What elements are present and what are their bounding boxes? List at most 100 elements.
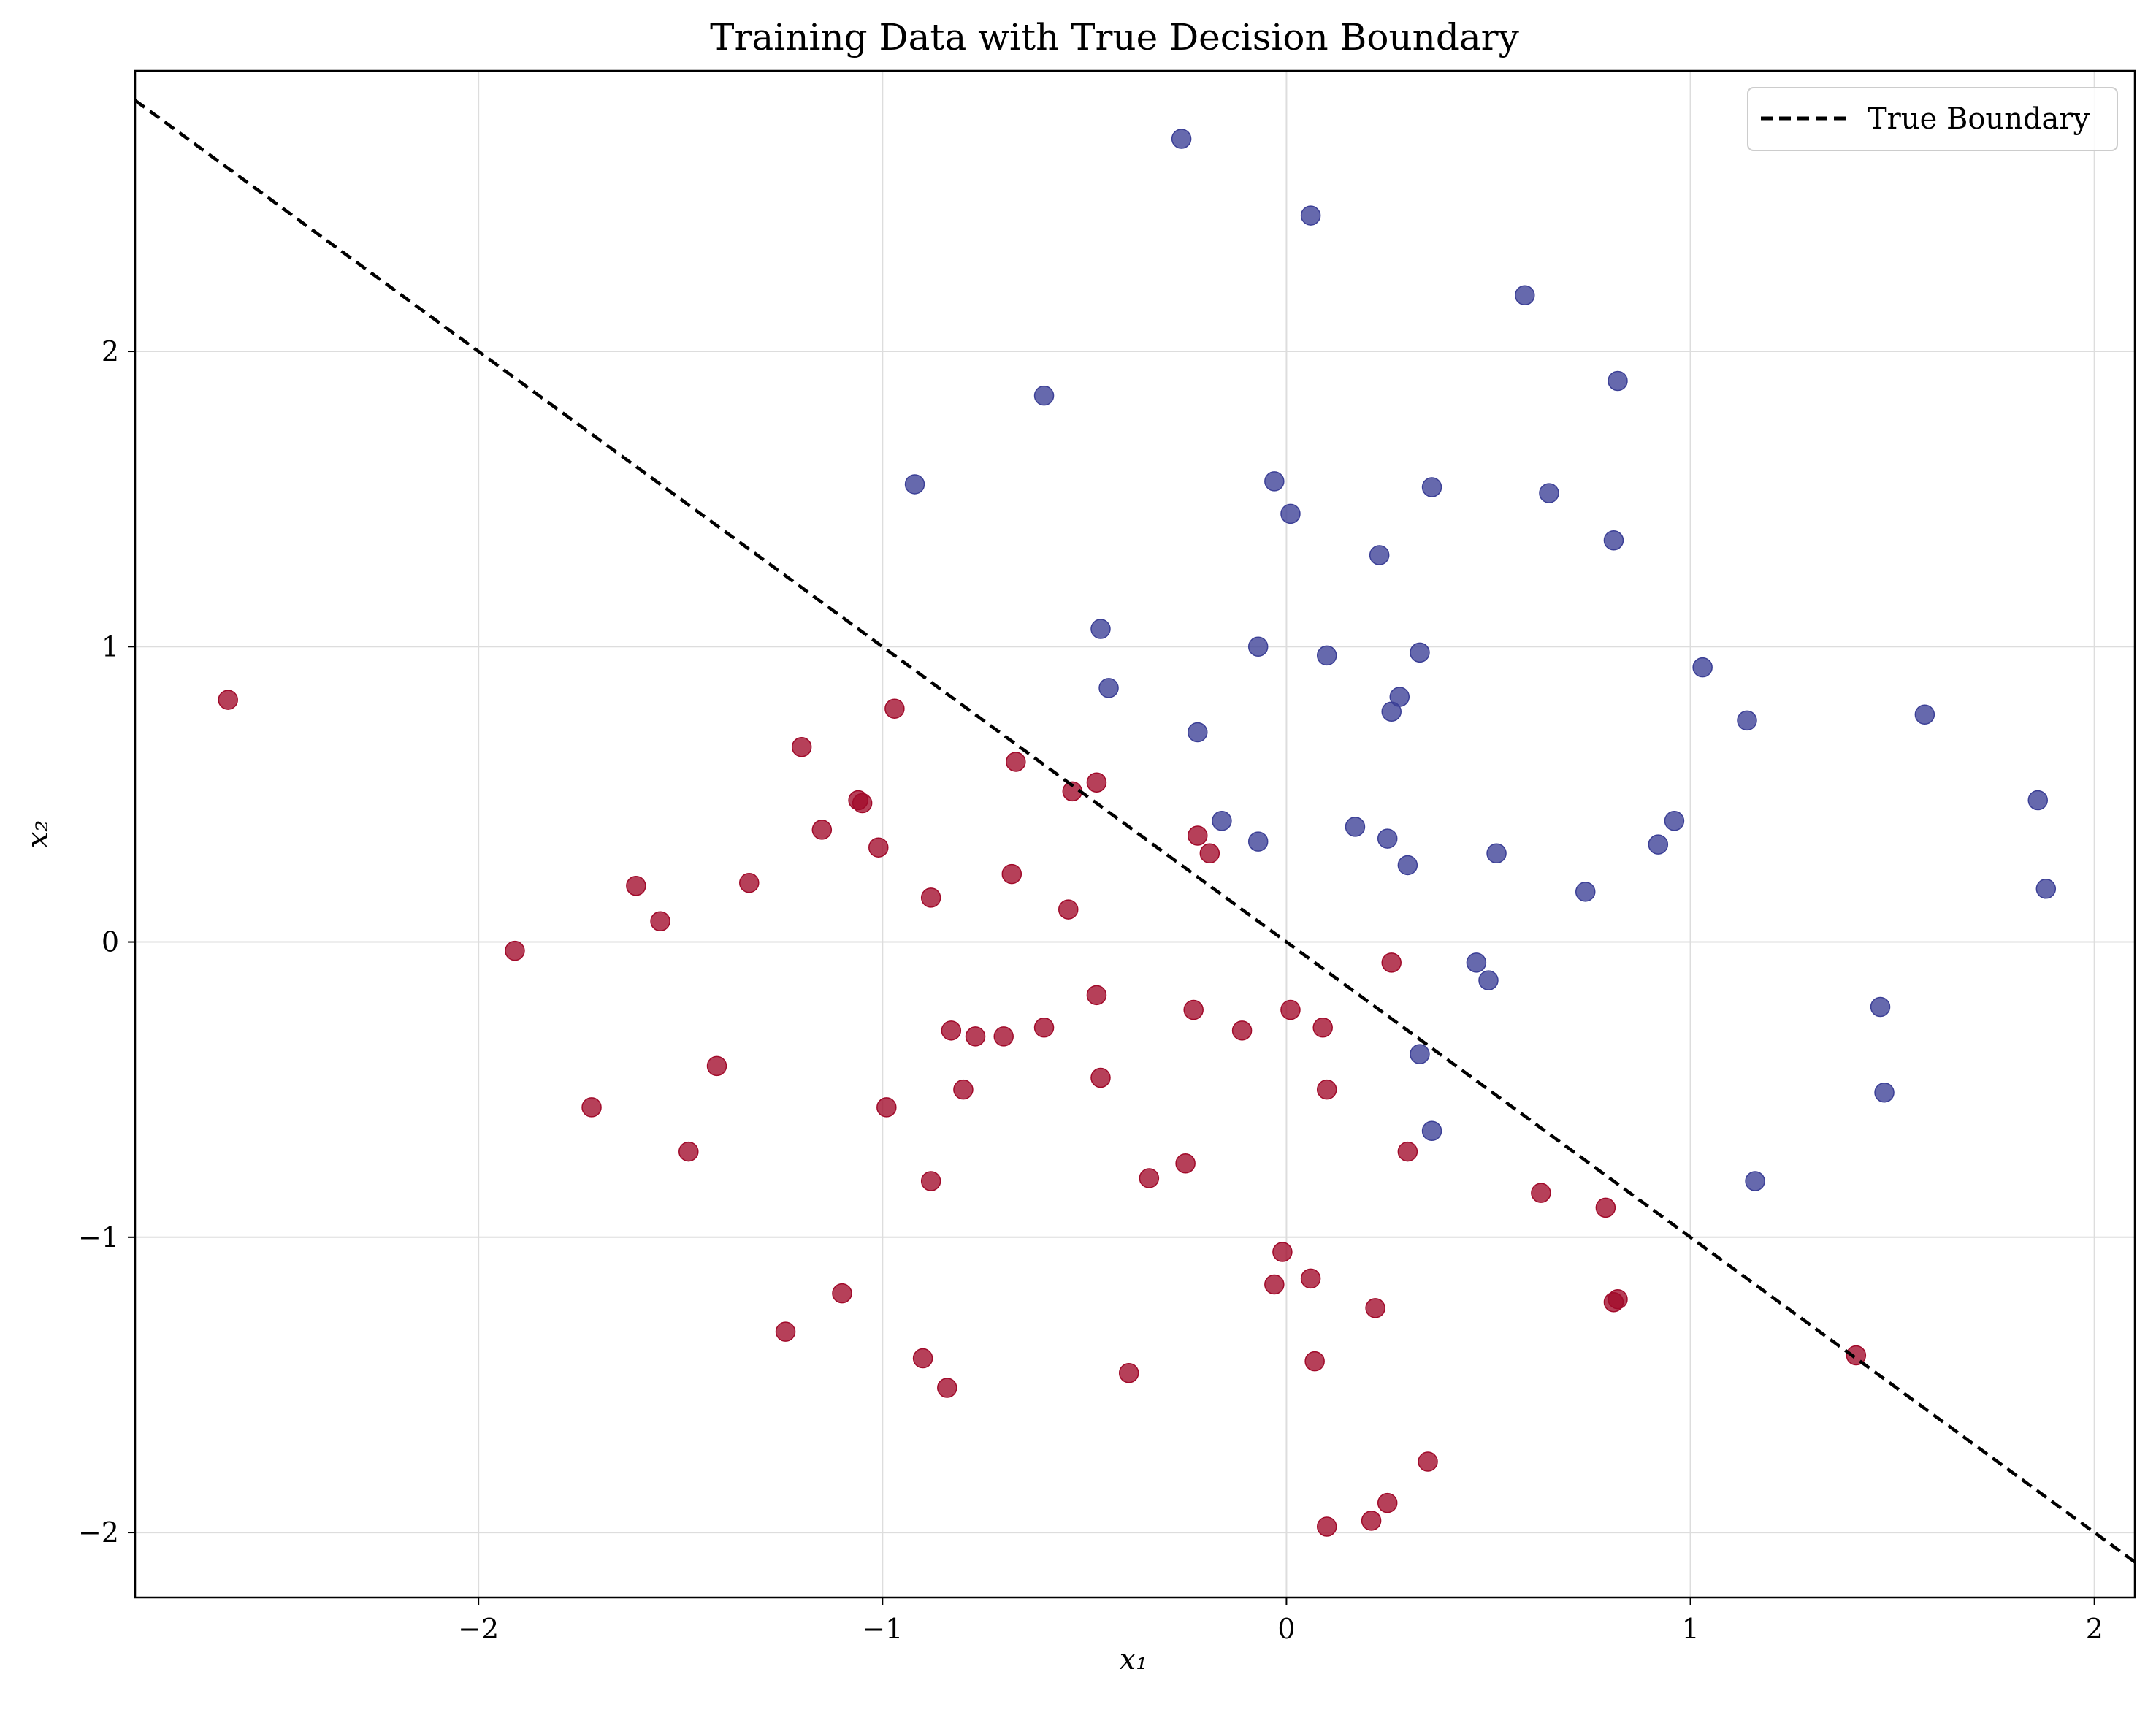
- data-point-red: [1139, 1168, 1160, 1188]
- data-point-red: [1118, 1363, 1139, 1383]
- data-point-blue: [1603, 530, 1624, 551]
- y-axis-label: x₂: [21, 820, 55, 849]
- data-point-red: [791, 736, 812, 757]
- data-point-blue: [1914, 704, 1935, 725]
- y-tick-label: 0: [102, 926, 119, 958]
- data-point-blue: [1171, 129, 1192, 149]
- data-point-blue: [1737, 710, 1757, 731]
- data-point-blue: [1874, 1082, 1895, 1103]
- legend-box: [1747, 87, 2118, 151]
- data-point-red: [505, 940, 525, 961]
- data-point-blue: [1870, 996, 1891, 1018]
- legend: True Boundary: [1747, 87, 2118, 151]
- x-tick-label: 2: [2086, 1613, 2103, 1645]
- data-point-blue: [1745, 1171, 1765, 1191]
- data-point-red: [953, 1079, 974, 1100]
- data-point-blue: [1539, 483, 1559, 503]
- data-point-red: [920, 1171, 941, 1191]
- data-point-red: [775, 1321, 796, 1342]
- data-point-red: [1058, 899, 1079, 920]
- data-point-red: [650, 911, 670, 932]
- data-point-blue: [1212, 811, 1232, 831]
- x-axis-ticks: −2 −1 0 1 2: [458, 1597, 2103, 1645]
- gridlines: [135, 71, 2135, 1597]
- data-point-blue: [1280, 503, 1301, 524]
- data-point-red: [912, 1348, 933, 1369]
- data-point-red: [811, 820, 833, 840]
- data-point-blue: [1090, 619, 1111, 639]
- data-point-red: [581, 1097, 602, 1118]
- data-point-red: [626, 875, 646, 896]
- data-point-red: [876, 1097, 897, 1118]
- chart-title: Training Data with True Decision Boundar…: [710, 16, 1519, 58]
- data-point-red: [1086, 772, 1107, 793]
- data-point-red: [1300, 1268, 1321, 1289]
- data-point-red: [1381, 952, 1402, 973]
- data-point-red: [832, 1283, 852, 1304]
- data-point-red: [1175, 1153, 1196, 1174]
- data-point-red: [937, 1378, 957, 1398]
- data-point-blue: [1033, 385, 1055, 406]
- data-point-blue: [1369, 545, 1390, 565]
- data-point-blue: [1692, 657, 1713, 678]
- data-point-red: [1272, 1242, 1293, 1262]
- data-point-blue: [1410, 1044, 1430, 1064]
- data-point-red: [1001, 863, 1022, 885]
- data-point-red: [1006, 752, 1026, 772]
- data-point-blue: [1377, 828, 1398, 849]
- data-point-red: [993, 1026, 1014, 1047]
- data-point-blue: [1648, 834, 1669, 855]
- x-tick-label: −2: [458, 1613, 499, 1645]
- data-point-blue: [1300, 205, 1321, 226]
- x-tick-label: 1: [1681, 1613, 1699, 1645]
- data-point-red: [706, 1055, 727, 1077]
- data-point-red: [884, 698, 905, 719]
- data-point-red: [1361, 1511, 1382, 1531]
- data-point-blue: [1264, 471, 1285, 492]
- data-point-blue: [1515, 285, 1535, 305]
- data-point-red: [1090, 1067, 1111, 1088]
- legend-boundary-label: True Boundary: [1868, 102, 2090, 136]
- data-point-blue: [1410, 642, 1430, 663]
- data-point-red: [1418, 1451, 1438, 1472]
- y-axis-ticks: −2 −1 0 1 2: [78, 335, 135, 1549]
- data-point-red: [1280, 999, 1301, 1020]
- data-point-blue: [1381, 701, 1402, 722]
- y-tick-label: −1: [78, 1221, 119, 1253]
- data-point-blue: [1421, 1120, 1442, 1142]
- data-point-blue: [1608, 370, 1628, 392]
- data-point-blue: [1486, 843, 1507, 864]
- data-point-blue: [1421, 477, 1442, 497]
- data-point-red: [739, 872, 760, 893]
- data-point-red: [1377, 1492, 1398, 1513]
- data-point-blue: [1316, 645, 1337, 666]
- data-point-blue: [1345, 817, 1366, 837]
- data-point-red: [1033, 1018, 1055, 1038]
- data-point-blue: [1478, 970, 1499, 990]
- data-point-red: [1264, 1274, 1285, 1295]
- x-tick-label: 0: [1277, 1613, 1295, 1645]
- data-point-red: [1312, 1018, 1333, 1038]
- data-point-blue: [1247, 831, 1269, 852]
- data-point-blue: [1098, 678, 1119, 698]
- data-point-red: [1086, 985, 1107, 1006]
- data-point-blue: [1575, 882, 1596, 902]
- y-tick-label: −2: [78, 1516, 119, 1549]
- data-point-red: [1365, 1298, 1385, 1318]
- plot-marks: [135, 99, 2135, 1564]
- data-point-red: [1595, 1197, 1616, 1218]
- data-point-red: [1187, 825, 1208, 846]
- data-point-red: [1304, 1351, 1325, 1372]
- true-boundary-line: [135, 99, 2135, 1564]
- data-point-red: [1603, 1291, 1624, 1313]
- data-point-red: [678, 1141, 699, 1162]
- data-point-blue: [904, 474, 925, 495]
- data-point-blue: [2035, 879, 2057, 899]
- data-point-red: [218, 690, 238, 710]
- data-point-red: [1531, 1183, 1551, 1203]
- data-point-red: [1397, 1141, 1418, 1162]
- data-point-blue: [1247, 636, 1269, 657]
- data-point-blue: [1187, 722, 1208, 743]
